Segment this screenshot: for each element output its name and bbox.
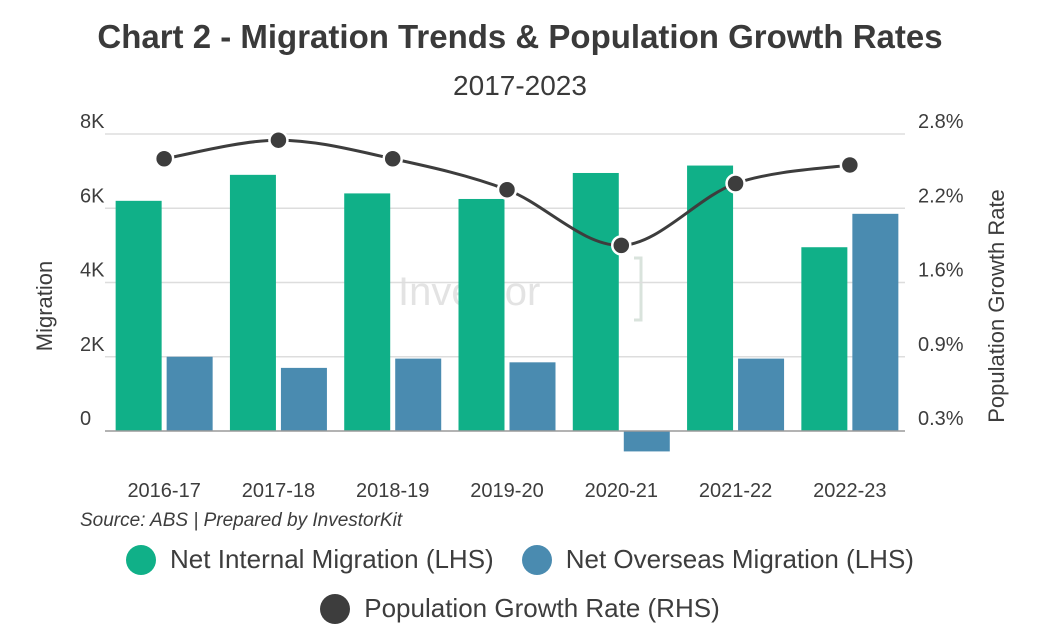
right-tick-label: 0.9%: [918, 334, 964, 356]
growth-rate-point: [268, 129, 289, 151]
x-tick-label: 2022-23: [813, 480, 886, 502]
bar-internal-migration: [687, 165, 734, 431]
x-tick-label: 2018-19: [356, 480, 429, 502]
right-tick-label: 2.2%: [918, 185, 964, 207]
growth-rate-point: [611, 235, 632, 256]
growth-rate-point: [839, 154, 861, 176]
legend-dot-growth-icon: [320, 593, 351, 624]
left-tick-label: 4K: [80, 260, 105, 282]
bar-overseas-migration: [738, 358, 785, 431]
left-axis-title: Migration: [32, 261, 57, 351]
legend-item-growth: Population Growth Rate (RHS): [320, 593, 720, 624]
left-tick-label: 0: [80, 408, 91, 430]
legend-item-overseas: Net Overseas Migration (LHS): [521, 544, 914, 575]
x-tick-label: 2020-21: [585, 480, 658, 502]
growth-rate-point: [153, 148, 175, 169]
legend-label-overseas: Net Overseas Migration (LHS): [565, 544, 914, 574]
legend-item-internal: Net Internal Migration (LHS): [126, 544, 494, 575]
bar-overseas-migration: [166, 356, 213, 431]
legend-label-internal: Net Internal Migration (LHS): [170, 544, 494, 574]
growth-rate-point: [725, 173, 746, 194]
x-tick-label: 2019-20: [470, 480, 543, 502]
right-tick-label: 2.8%: [918, 111, 964, 133]
bar-internal-migration: [458, 198, 505, 431]
bar-internal-migration: [344, 193, 391, 431]
chart-subtitle: 2017-2023: [453, 70, 587, 101]
bar-internal-migration: [801, 247, 848, 431]
bar-overseas-migration: [623, 431, 670, 452]
left-tick-label: 8K: [80, 111, 105, 133]
legend-dot-internal-icon: [126, 544, 157, 575]
bar-internal-migration: [229, 174, 276, 431]
bar-internal-migration: [115, 200, 162, 431]
right-tick-label: 0.3%: [918, 408, 964, 430]
right-axis-title: Population Growth Rate: [984, 189, 1009, 423]
bar-overseas-migration: [395, 358, 442, 431]
left-tick-label: 2K: [80, 334, 105, 356]
source-note: Source: ABS | Prepared by InvestorKit: [80, 510, 403, 531]
x-tick-label: 2021-22: [699, 480, 772, 502]
bar-overseas-migration: [509, 362, 556, 431]
bar-overseas-migration: [280, 367, 327, 431]
growth-rate-point: [496, 179, 518, 200]
right-tick-label: 1.6%: [918, 260, 964, 282]
bar-internal-migration: [572, 172, 619, 431]
bar-overseas-migration: [852, 213, 899, 431]
legend-label-growth: Population Growth Rate (RHS): [364, 593, 720, 623]
left-tick-label: 6K: [80, 185, 105, 207]
growth-rate-point: [382, 148, 403, 169]
legend-dot-overseas-icon: [521, 544, 552, 575]
chart-title: Chart 2 - Migration Trends & Population …: [97, 18, 943, 55]
x-tick-label: 2016-17: [127, 480, 200, 502]
x-tick-label: 2017-18: [242, 480, 315, 502]
